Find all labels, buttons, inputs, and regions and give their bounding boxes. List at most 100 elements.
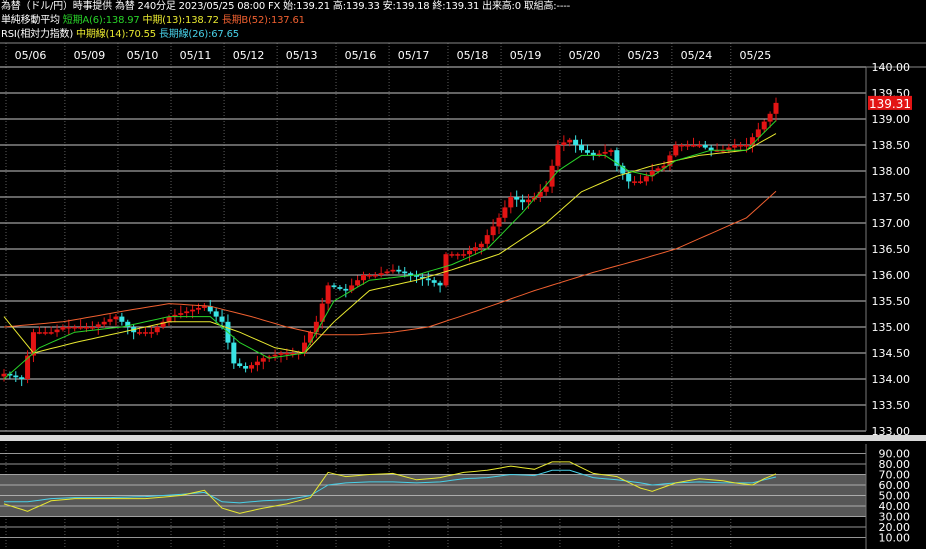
- date-label: 05/11: [180, 49, 212, 62]
- rsi-legend: RSI(相対力指数) 中期線(14):70.55 長期線(26):67.65: [1, 29, 239, 41]
- rsi-tick-label: 50.00: [879, 490, 911, 503]
- date-label: 05/17: [398, 49, 430, 62]
- candle-body: [337, 287, 343, 289]
- ma-legend: 単純移動平均 短期A(6):138.97 中期(13):138.72 長期B(5…: [1, 15, 305, 27]
- date-label: 05/23: [628, 49, 660, 62]
- rsi-tick-label: 10.00: [879, 532, 911, 545]
- candle-body: [184, 311, 190, 314]
- candle-body: [313, 321, 319, 333]
- candle-body: [107, 319, 113, 322]
- rsi-tick-label: 60.00: [879, 479, 911, 492]
- date-label: 05/20: [569, 49, 601, 62]
- candle-body: [414, 275, 420, 277]
- date-label: 05/12: [233, 49, 265, 62]
- rsi-tick-label: 80.00: [879, 458, 911, 471]
- candle-body: [54, 329, 60, 333]
- date-label: 05/24: [681, 49, 713, 62]
- candle-body: [36, 332, 42, 334]
- candle-body: [237, 363, 243, 366]
- candle-body: [142, 332, 148, 334]
- candle-body: [679, 145, 685, 147]
- candle-body: [30, 332, 36, 356]
- candle-body: [649, 171, 655, 177]
- last-price-tag: [868, 95, 912, 110]
- candle-body: [490, 226, 496, 236]
- candle-body: [472, 247, 478, 251]
- candle-body: [331, 285, 337, 288]
- price-tick-label: 138.50: [872, 139, 911, 152]
- candle-body: [726, 147, 732, 151]
- ma-mid-line: [3, 133, 777, 354]
- candle-body: [178, 313, 184, 315]
- candle-body: [402, 271, 408, 274]
- candle-body: [555, 145, 561, 166]
- candle-body: [325, 285, 331, 304]
- candle-body: [172, 314, 178, 317]
- ma-long-legend: 長期B(52):137.61: [221, 15, 305, 26]
- candle-body: [443, 254, 449, 286]
- candle-body: [95, 324, 101, 327]
- date-label: 05/16: [345, 49, 377, 62]
- candle-body: [620, 165, 626, 174]
- candle-body: [744, 145, 750, 147]
- candle-body: [431, 280, 437, 283]
- price-tick-label: 137.50: [872, 191, 911, 204]
- candle-body: [113, 316, 119, 320]
- date-label: 05/13: [286, 49, 318, 62]
- candle-body: [773, 102, 779, 114]
- candle-body: [637, 181, 643, 183]
- ma-short-legend: 短期A(6):138.97: [62, 15, 140, 26]
- candle-body: [195, 307, 201, 310]
- candle-body: [78, 327, 84, 329]
- candle-body: [355, 280, 361, 286]
- rsi-legend-title: RSI(相対力指数): [1, 29, 74, 40]
- price-tick-label: 140.00: [872, 61, 911, 74]
- candle-body: [13, 375, 19, 378]
- candle-body: [60, 327, 66, 330]
- candle-body: [396, 269, 402, 272]
- candle-body: [478, 243, 484, 248]
- candle-body: [1, 373, 7, 377]
- candle-body: [419, 276, 425, 279]
- rsi-tick-label: 70.00: [879, 469, 911, 482]
- candle-body: [166, 316, 172, 322]
- candle-body: [25, 355, 31, 379]
- price-tick-label: 134.00: [872, 373, 911, 386]
- candle-body: [655, 168, 661, 171]
- candle-body: [608, 150, 614, 152]
- candle-body: [319, 303, 325, 322]
- candle-body: [372, 275, 378, 277]
- date-label: 05/19: [510, 49, 542, 62]
- candle-body: [732, 145, 738, 148]
- candlestick-series: [1, 97, 779, 387]
- date-label: 05/18: [457, 49, 489, 62]
- candle-body: [467, 250, 473, 255]
- candle-body: [643, 176, 649, 182]
- candle-body: [48, 332, 54, 334]
- candle-body: [272, 354, 278, 357]
- candle-body: [632, 181, 638, 183]
- candle-body: [201, 306, 207, 308]
- candle-body: [767, 113, 773, 122]
- candle-body: [72, 327, 78, 329]
- candle-body: [561, 142, 567, 145]
- candle-body: [596, 153, 602, 156]
- candle-body: [579, 145, 585, 151]
- rsi-long-line: [4, 469, 777, 504]
- candle-body: [249, 365, 255, 369]
- candle-body: [549, 165, 555, 187]
- candle-body: [425, 278, 431, 281]
- rsi-tick-label: 30.00: [879, 511, 911, 524]
- candle-body: [307, 332, 313, 343]
- candle-body: [154, 327, 160, 333]
- price-tick-label: 137.00: [872, 217, 911, 230]
- candle-body: [254, 361, 260, 366]
- candle-body: [366, 275, 372, 277]
- candle-body: [614, 150, 620, 166]
- candle-body: [514, 197, 520, 200]
- last-price-label: 139.31: [869, 97, 911, 111]
- date-label: 05/09: [74, 49, 106, 62]
- candle-body: [696, 145, 702, 147]
- candle-body: [667, 155, 673, 166]
